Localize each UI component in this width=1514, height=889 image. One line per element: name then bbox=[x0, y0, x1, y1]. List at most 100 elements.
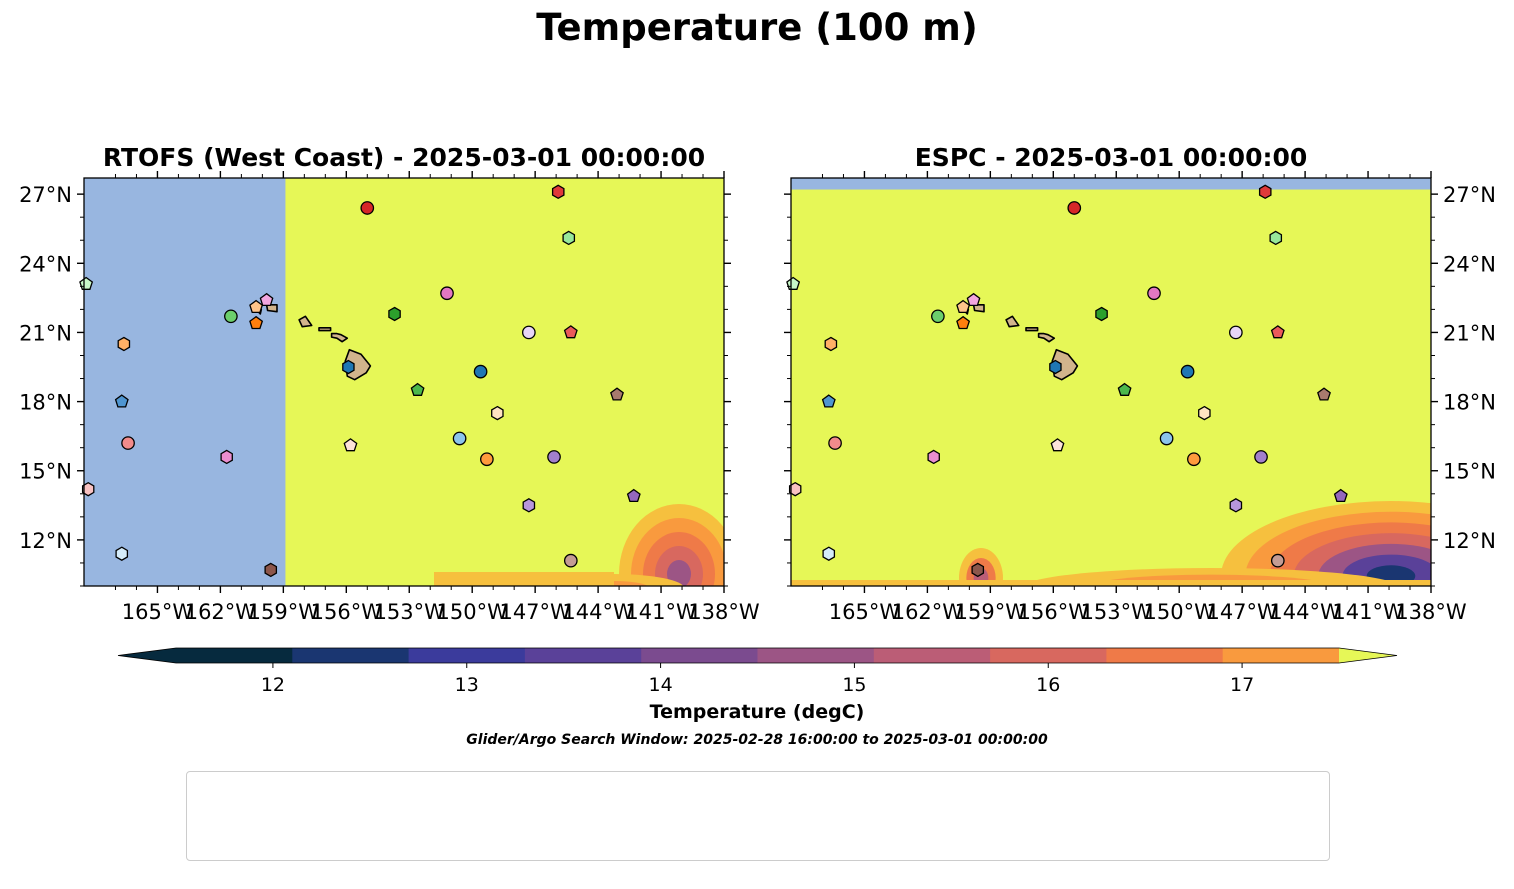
x-tick-label: 144°W bbox=[1269, 600, 1341, 624]
colorbar-extend-high bbox=[1339, 648, 1397, 663]
x-tick-label: 147°W bbox=[1206, 600, 1278, 624]
x-tick-label: 153°W bbox=[374, 600, 446, 624]
float-marker-3902613 bbox=[117, 336, 131, 352]
map-frame bbox=[83, 177, 725, 587]
x-tick-label: 138°W bbox=[688, 600, 760, 624]
float-marker-4903320 bbox=[224, 309, 238, 324]
float-marker-5906564 bbox=[971, 562, 985, 578]
float-marker-2903868 bbox=[1159, 431, 1174, 446]
float-marker-5906801 bbox=[343, 438, 358, 452]
float-marker-7901106 bbox=[259, 292, 274, 307]
float-marker-4903503 bbox=[360, 201, 375, 215]
colorbar-label: Temperature (degC) bbox=[649, 701, 865, 723]
float-marker-5906164 bbox=[626, 488, 641, 503]
float-marker-3902374 bbox=[115, 546, 129, 561]
float-marker-7901104 bbox=[927, 449, 940, 465]
cool-water-patch bbox=[1085, 574, 1337, 586]
float-marker-2903868 bbox=[452, 431, 467, 446]
float-marker-4903014 bbox=[491, 405, 504, 421]
float-marker-1902685 bbox=[342, 359, 355, 375]
colorbar-extend-low bbox=[118, 648, 176, 663]
x-tick-label: 141°W bbox=[625, 600, 697, 624]
float-marker-4903175 bbox=[410, 382, 425, 396]
float-marker-5906529 bbox=[522, 325, 536, 340]
x-tick-label: 144°W bbox=[562, 600, 634, 624]
right-panel-title: ESPC - 2025-03-01 00:00:00 bbox=[914, 143, 1308, 172]
y-tick-label: 27°N bbox=[19, 183, 72, 207]
float-marker-4903175 bbox=[1117, 382, 1132, 396]
float-marker-4903320 bbox=[931, 309, 945, 324]
float-marker-5905270 bbox=[563, 325, 578, 339]
colorbar-tick-label: 15 bbox=[842, 674, 866, 696]
colorbar-tick-label: 16 bbox=[1036, 674, 1060, 696]
x-tick-label: 159°W bbox=[248, 600, 320, 624]
float-marker-3902559 bbox=[249, 315, 264, 330]
float-marker-5904976 bbox=[551, 184, 565, 200]
x-tick-label: 150°W bbox=[437, 600, 509, 624]
float-marker-3902561 bbox=[1187, 452, 1201, 467]
x-tick-label: 162°W bbox=[892, 600, 964, 624]
float-marker-4903321 bbox=[1269, 230, 1283, 246]
colorbar-tick-label: 13 bbox=[455, 674, 479, 696]
float-marker-2903863 bbox=[114, 394, 129, 408]
no-data-region bbox=[84, 178, 286, 586]
x-tick-label: 138°W bbox=[1395, 600, 1467, 624]
island-molokai bbox=[318, 326, 332, 332]
left-panel-title: RTOFS (West Coast) - 2025-03-01 00:00:00 bbox=[102, 143, 706, 172]
float-marker-4903174 bbox=[388, 306, 401, 322]
y-tick-label: 24°N bbox=[19, 252, 72, 276]
float-marker-5906756 bbox=[1270, 553, 1285, 568]
map-panel-left: 165°W162°W159°W156°W153°W150°W147°W144°W… bbox=[19, 171, 760, 624]
float-marker-2903863 bbox=[821, 394, 836, 408]
float-marker-1902685 bbox=[1049, 359, 1062, 375]
float-marker-5905275 bbox=[121, 436, 135, 450]
y-tick-label: 18°N bbox=[19, 391, 72, 415]
float-marker-5906756 bbox=[563, 553, 578, 568]
figure-title: Temperature (100 m) bbox=[536, 6, 978, 49]
x-tick-label: 162°W bbox=[185, 600, 257, 624]
island-maui bbox=[1037, 332, 1056, 343]
x-tick-label: 156°W bbox=[1018, 600, 1090, 624]
x-tick-label: 147°W bbox=[499, 600, 571, 624]
float-marker-4903014 bbox=[1198, 405, 1211, 421]
x-tick-label: 156°W bbox=[311, 600, 383, 624]
island-oahu bbox=[1005, 315, 1020, 328]
colorbar-outline bbox=[117, 647, 1398, 664]
float-marker-4902948 bbox=[956, 299, 971, 314]
float-marker-5906752 bbox=[610, 387, 624, 401]
colorbar-tick-label: 17 bbox=[1230, 674, 1254, 696]
float-marker-3902559 bbox=[956, 315, 971, 330]
colorbar: 12 13 14 15 16 17 bbox=[117, 647, 1398, 696]
float-marker-7901104 bbox=[220, 449, 233, 465]
float-marker-5905862 bbox=[81, 481, 95, 497]
x-tick-label: 165°W bbox=[122, 600, 194, 624]
float-marker-5905270 bbox=[1270, 325, 1285, 339]
y-tick-label: 18°N bbox=[1443, 391, 1496, 415]
map-field-left bbox=[84, 178, 724, 586]
float-marker-4903321 bbox=[562, 230, 576, 246]
x-tick-label: 150°W bbox=[1144, 600, 1216, 624]
float-marker-5907061 bbox=[440, 286, 454, 301]
colorbar-segment bbox=[408, 648, 526, 663]
island-kauai bbox=[972, 303, 985, 313]
island-molokai bbox=[1025, 326, 1039, 332]
float-marker-5906801 bbox=[1050, 438, 1065, 452]
float-marker-1902649 bbox=[473, 364, 488, 379]
float-marker-5906400 bbox=[547, 450, 561, 464]
float-marker-5905275 bbox=[828, 436, 842, 450]
map-panel-right: 165°W162°W159°W156°W153°W150°W147°W144°W… bbox=[784, 171, 1496, 624]
colorbar-segment bbox=[176, 648, 293, 663]
colorbar-tick-label: 12 bbox=[261, 674, 285, 696]
float-marker-5905862 bbox=[788, 481, 802, 497]
no-data-region bbox=[791, 178, 1431, 190]
map-frame bbox=[790, 177, 1432, 587]
y-tick-label: 21°N bbox=[1443, 321, 1496, 345]
colorbar-segment bbox=[292, 648, 410, 663]
colorbar-segment bbox=[641, 648, 758, 663]
float-marker-5906752 bbox=[1317, 387, 1331, 401]
colorbar-segment bbox=[1222, 648, 1340, 663]
float-marker-5906400 bbox=[1254, 450, 1268, 464]
float-marker-5906471 bbox=[1229, 498, 1243, 513]
float-marker-5904976 bbox=[1258, 184, 1272, 200]
colorbar-segment bbox=[1106, 648, 1224, 663]
